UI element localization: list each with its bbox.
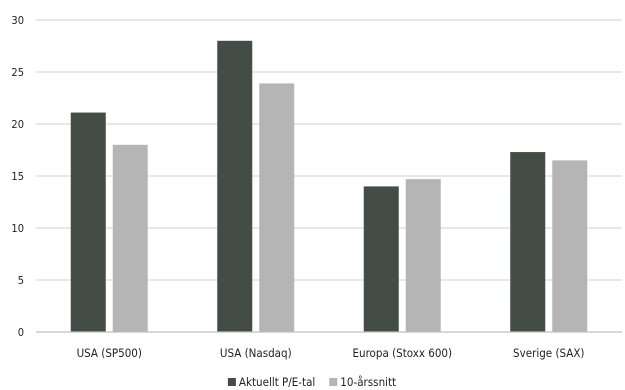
bar-current-pe bbox=[363, 186, 399, 332]
y-tick-label: 20 bbox=[11, 118, 24, 131]
y-tick-label: 10 bbox=[11, 222, 24, 235]
bar-current-pe bbox=[70, 112, 106, 332]
bar-ten-year-avg bbox=[552, 160, 588, 332]
x-axis-category-labels: USA (SP500) USA (Nasdaq) Europa (Stoxx 600… bbox=[77, 346, 585, 360]
legend-label: Aktuellt P/E-tal bbox=[239, 375, 315, 389]
bar-ten-year-avg bbox=[112, 144, 148, 332]
y-tick-label: 15 bbox=[11, 170, 24, 183]
x-category-label: Sverige (SAX) bbox=[513, 346, 584, 360]
x-category-label: Europa (Stoxx 600) bbox=[352, 346, 452, 360]
bar-current-pe bbox=[217, 40, 253, 333]
x-category-label: USA (SP500) bbox=[77, 346, 142, 360]
y-tick-label: 30 bbox=[11, 14, 24, 27]
legend-label: 10-årssnitt bbox=[340, 375, 396, 389]
legend: Aktuellt P/E-tal 10-årssnitt bbox=[227, 375, 396, 389]
legend-swatch bbox=[329, 378, 338, 386]
bar-ten-year-avg bbox=[259, 83, 295, 332]
y-tick-label: 0 bbox=[18, 326, 24, 339]
bars bbox=[70, 40, 588, 333]
x-category-label: USA (Nasdaq) bbox=[220, 346, 292, 360]
y-axis-tick-labels: 0 5 10 15 20 25 30 bbox=[11, 14, 24, 339]
bar-ten-year-avg bbox=[405, 179, 441, 332]
legend-swatch bbox=[227, 378, 236, 386]
y-tick-label: 5 bbox=[18, 274, 24, 287]
bar-current-pe bbox=[510, 152, 546, 332]
y-tick-label: 25 bbox=[11, 66, 24, 79]
